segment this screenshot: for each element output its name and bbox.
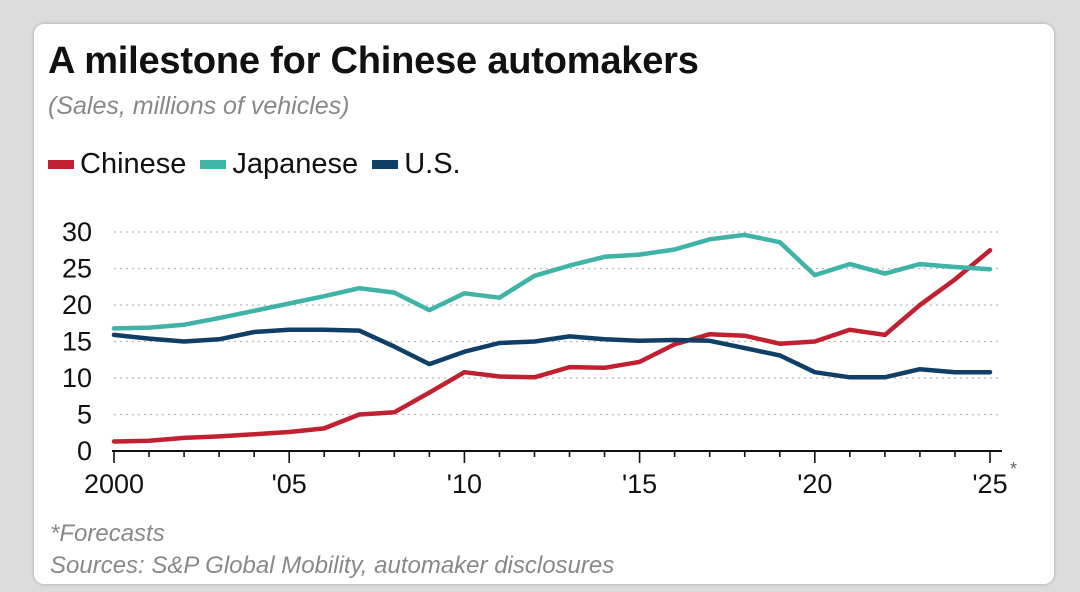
forecast-footnote: *Forecasts — [50, 520, 165, 547]
legend-swatch-japanese — [200, 160, 227, 169]
x-tick-label: '25 — [972, 469, 1007, 499]
y-tick-label: 5 — [77, 400, 92, 430]
forecast-marker: * — [1010, 459, 1017, 479]
chart-legend: Chinese Japanese U.S. — [48, 148, 475, 181]
chart-card — [34, 24, 1054, 584]
y-tick-label: 30 — [62, 217, 92, 247]
gridlines — [114, 231, 1002, 416]
legend-label-us: U.S. — [404, 148, 461, 180]
x-tick-label: '15 — [622, 469, 657, 499]
legend-item-chinese: Chinese — [48, 148, 186, 181]
series-line-us — [111, 327, 993, 380]
y-tick-label: 25 — [62, 254, 92, 284]
chart-title: A milestone for Chinese automakers — [48, 40, 699, 82]
legend-item-japanese: Japanese — [200, 148, 358, 181]
legend-item-us: U.S. — [372, 148, 461, 181]
series-line-chinese — [111, 248, 993, 444]
x-tick-label: '05 — [272, 469, 307, 499]
x-axis: 2000 '05 '10 '15 '20 '25 * — [84, 450, 1017, 499]
x-tick-label: '20 — [797, 469, 832, 499]
y-tick-label: 20 — [62, 290, 92, 320]
legend-label-japanese: Japanese — [232, 148, 359, 180]
series-line-japanese — [111, 232, 993, 331]
x-tick-label: 2000 — [84, 469, 144, 499]
sources-note: Sources: S&P Global Mobility, automaker … — [50, 552, 615, 579]
legend-swatch-us — [372, 160, 399, 169]
legend-swatch-chinese — [48, 160, 74, 169]
series-lines — [111, 232, 993, 444]
x-tick-label: '10 — [447, 469, 482, 499]
chart-subtitle: (Sales, millions of vehicles) — [48, 92, 350, 120]
y-tick-label: 15 — [62, 327, 92, 357]
y-axis-labels: 0 5 10 15 20 25 30 — [62, 217, 92, 466]
y-tick-label: 0 — [77, 436, 92, 466]
legend-label-chinese: Chinese — [80, 148, 187, 180]
y-tick-label: 10 — [62, 363, 92, 393]
